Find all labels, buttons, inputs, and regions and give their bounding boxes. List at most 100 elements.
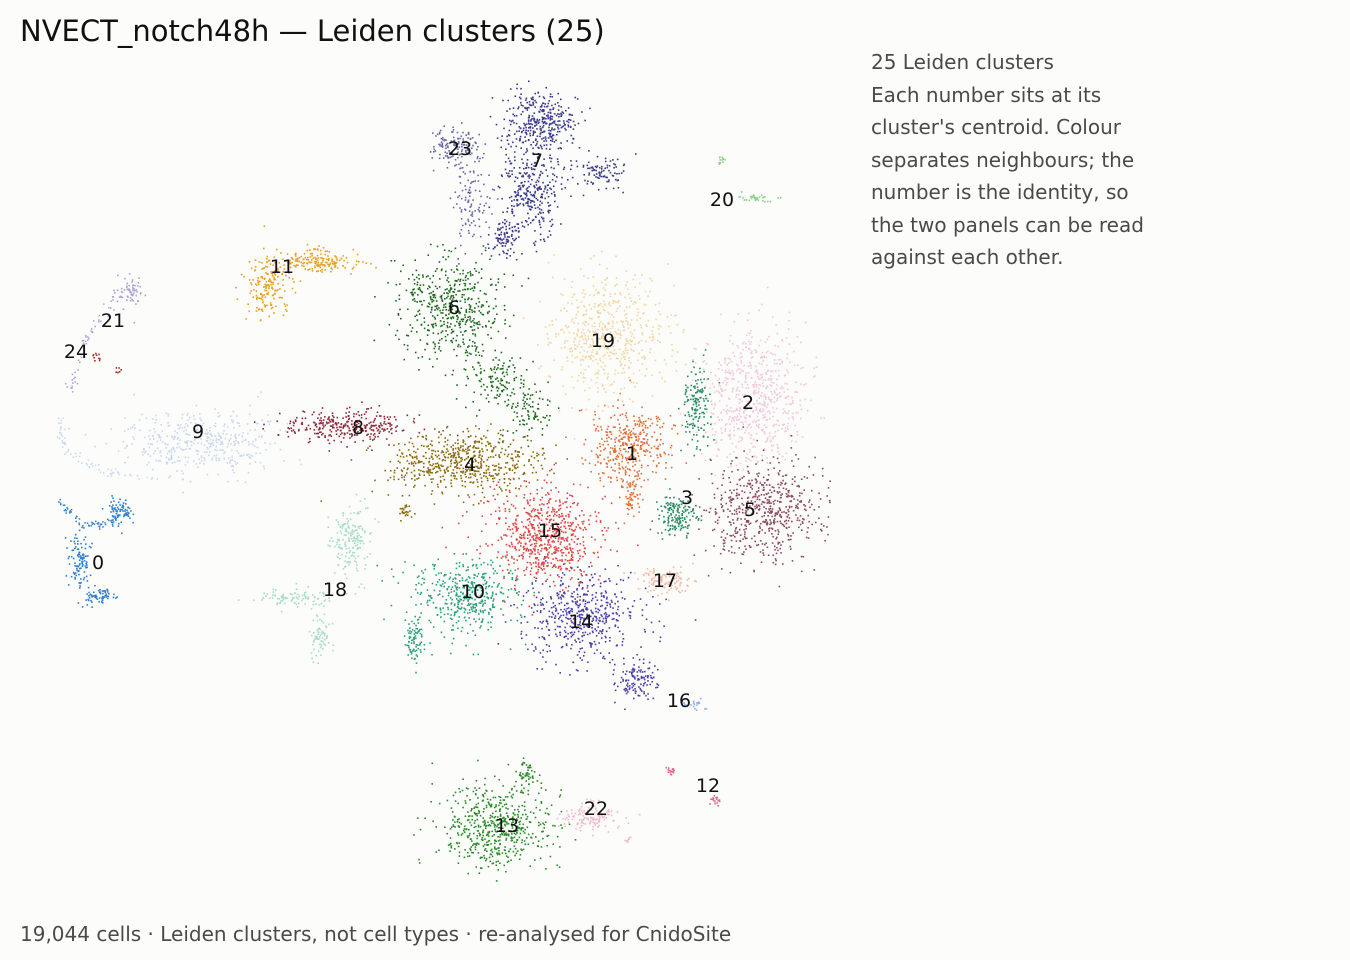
cell-point: [774, 353, 776, 356]
cell-point: [223, 425, 225, 427]
cell-point: [766, 546, 769, 549]
cell-point: [748, 483, 750, 485]
cell-point: [550, 192, 553, 195]
cell-point: [518, 166, 521, 169]
cell-point: [452, 449, 454, 451]
cell-point: [535, 471, 537, 474]
cell-point: [777, 451, 779, 453]
cell-point: [537, 152, 540, 155]
scatter-points: [56, 80, 831, 882]
cell-point: [313, 411, 315, 413]
cell-point: [744, 409, 746, 411]
cell-point: [740, 362, 743, 364]
cell-point: [279, 448, 282, 451]
cell-point: [127, 515, 130, 517]
cell-point: [737, 346, 740, 349]
cell-point: [504, 400, 506, 403]
cell-point: [603, 175, 606, 178]
cell-point: [502, 211, 504, 214]
cell-point: [389, 460, 391, 463]
cell-point: [725, 410, 728, 413]
cell-point: [774, 499, 776, 502]
cell-point: [769, 496, 771, 498]
cell-point: [525, 133, 528, 136]
cell-point: [77, 565, 80, 568]
cell-point: [787, 412, 789, 415]
cell-point: [815, 366, 818, 368]
cell-point: [624, 448, 626, 450]
cell-point: [692, 422, 694, 425]
cell-point: [543, 238, 545, 241]
cell-point: [751, 336, 753, 338]
cell-point: [704, 459, 707, 462]
cell-point: [359, 425, 361, 428]
cell-point: [487, 468, 489, 470]
cell-point: [628, 468, 631, 471]
cell-point: [536, 156, 539, 158]
cell-point: [98, 600, 100, 603]
cell-point: [470, 464, 472, 466]
cell-point: [748, 312, 750, 315]
cell-point: [498, 241, 501, 244]
cell-point: [742, 511, 744, 514]
cell-point: [482, 350, 485, 352]
cell-point: [309, 440, 311, 443]
cell-point: [770, 375, 772, 377]
cell-point: [457, 453, 459, 456]
cell-point: [508, 236, 510, 238]
cell-point: [773, 503, 775, 505]
cell-point: [469, 271, 471, 273]
cell-point: [752, 421, 754, 423]
cell-point: [704, 385, 707, 388]
cell-point: [387, 422, 390, 424]
cell-point: [411, 293, 413, 296]
cell-point: [642, 443, 644, 445]
cell-point: [680, 525, 683, 527]
cell-point: [696, 409, 699, 411]
cell-point: [417, 288, 420, 290]
cell-point: [762, 414, 764, 416]
cell-point: [806, 531, 809, 533]
cell-point: [520, 198, 523, 200]
cell-point: [757, 390, 760, 393]
cell-point: [633, 433, 636, 436]
cell-point: [505, 462, 507, 464]
cell-point: [495, 123, 498, 126]
cell-point: [625, 431, 627, 433]
cell-point: [547, 102, 550, 105]
cell-point: [478, 310, 481, 312]
cell-point: [447, 255, 450, 258]
cell-point: [517, 451, 519, 453]
cell-point: [607, 476, 610, 478]
cell-point: [91, 596, 93, 598]
cell-point: [355, 413, 358, 415]
cell-point: [466, 354, 469, 357]
cell-point: [777, 549, 779, 552]
cell-point: [80, 581, 82, 584]
cell-point: [739, 398, 742, 401]
cell-point: [721, 531, 723, 533]
cell-point: [405, 455, 408, 457]
cell-point: [622, 486, 624, 488]
cell-point: [692, 403, 695, 406]
cell-point: [450, 332, 453, 334]
cell-point: [539, 125, 541, 128]
cell-point: [497, 229, 499, 231]
cell-point: [792, 465, 795, 467]
cell-point: [621, 455, 624, 458]
cell-point: [695, 517, 697, 519]
cell-point: [170, 458, 173, 461]
cell-point: [474, 447, 477, 449]
cell-point: [628, 485, 630, 487]
cell-point: [744, 531, 746, 533]
cell-point: [173, 448, 175, 450]
cell-point: [765, 373, 768, 375]
cell-point: [535, 197, 538, 200]
cell-point: [219, 435, 222, 438]
cell-point: [509, 160, 511, 162]
cell-point: [699, 449, 702, 451]
cell-point: [126, 509, 128, 512]
cell-point: [149, 455, 152, 457]
cell-point: [720, 536, 723, 538]
cell-point: [638, 423, 641, 425]
